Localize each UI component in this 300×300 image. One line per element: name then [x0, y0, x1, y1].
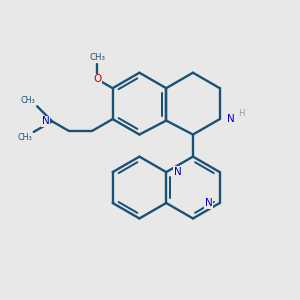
- Text: N: N: [205, 198, 212, 208]
- Text: CH₃: CH₃: [21, 96, 36, 105]
- Text: N: N: [174, 167, 181, 177]
- Text: CH₃: CH₃: [17, 133, 32, 142]
- Text: O: O: [93, 74, 101, 84]
- Text: N: N: [227, 114, 235, 124]
- Text: CH₃: CH₃: [89, 53, 105, 62]
- Text: N: N: [42, 116, 50, 126]
- Text: H: H: [238, 109, 244, 118]
